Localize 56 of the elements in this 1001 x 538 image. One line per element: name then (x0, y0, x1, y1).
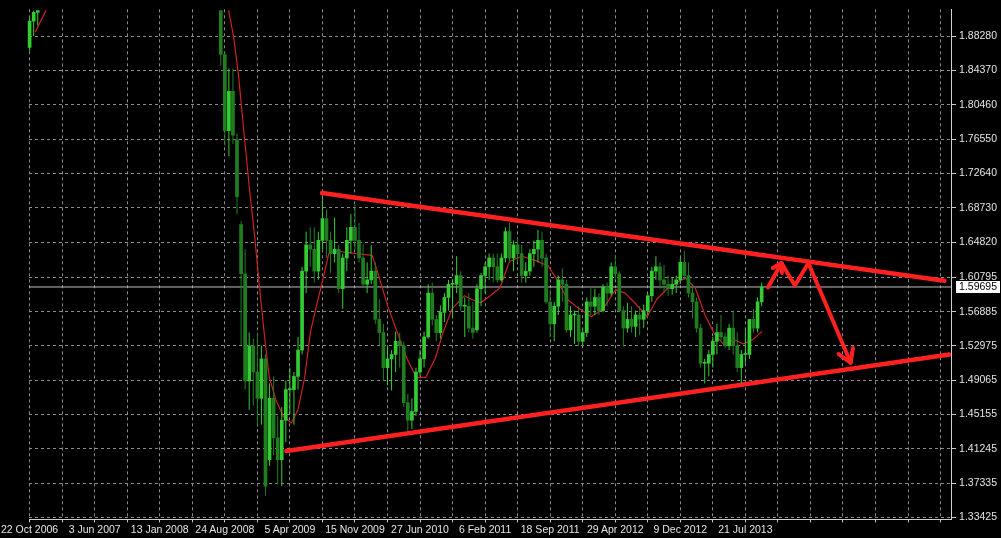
candlestick (312, 226, 317, 284)
x-tick-label: 18 Sep 2011 (520, 522, 580, 535)
y-tick-label: 1.88280 (959, 29, 998, 42)
candlestick (495, 253, 500, 284)
x-tick-label: 6 Feb 2011 (458, 522, 512, 535)
x-tick-label: 27 Jun 2010 (391, 522, 450, 535)
y-tick-label: 1.64820 (959, 234, 998, 247)
y-tick-label: 1.33425 (959, 510, 998, 523)
candlestick (251, 338, 256, 406)
candlestick (471, 301, 475, 340)
candlestick (597, 292, 601, 316)
y-tick-label: 1.37335 (959, 476, 998, 489)
candlestick (519, 244, 524, 284)
candlestick (593, 288, 597, 316)
candlestick (349, 213, 353, 255)
candlestick (715, 323, 719, 355)
candlestick (308, 226, 313, 268)
y-tick-label: 1.60795 (959, 270, 998, 283)
candlestick (739, 349, 744, 384)
candlestick (601, 283, 605, 313)
y-tick-label: 1.49065 (959, 373, 998, 386)
y-tick-label: 1.56885 (959, 304, 998, 317)
candlestick (658, 261, 662, 290)
y-tick-label: 1.72640 (959, 166, 998, 179)
candlestick (458, 270, 463, 312)
y-tick-label: 1.84370 (959, 63, 998, 76)
candlestick (365, 261, 369, 294)
candlestick (462, 296, 467, 338)
x-tick-label: 29 Apr 2012 (586, 522, 644, 535)
ref-line-label: 1.59695 (959, 280, 998, 293)
candlestick (589, 285, 593, 316)
candlestick (31, 10, 36, 37)
x-tick-label: 9 Dec 2012 (653, 522, 708, 535)
y-tick-label: 1.41245 (959, 441, 998, 454)
y-tick-label: 1.52975 (959, 338, 998, 351)
candlestick (605, 282, 609, 307)
x-tick-label: 3 Jun 2007 (68, 522, 121, 535)
y-tick-label: 1.76550 (959, 132, 998, 145)
x-tick-label: 22 Oct 2006 (1, 522, 59, 535)
y-tick-label: 1.68730 (959, 200, 998, 213)
y-tick-label: 1.45155 (959, 407, 998, 420)
candlestick (662, 264, 666, 294)
candlestick (584, 296, 589, 338)
x-tick-label: 24 Aug 2008 (195, 522, 255, 535)
candlestick (491, 253, 496, 284)
x-tick-label: 15 Nov 2009 (325, 522, 385, 535)
candlestick (35, 10, 40, 27)
x-tick-label: 13 Jan 2008 (130, 522, 189, 535)
x-tick-label: 21 Jul 2013 (718, 522, 773, 535)
candlestick (727, 323, 731, 351)
candlestick (536, 229, 540, 263)
y-tick-label: 1.80460 (959, 97, 998, 110)
x-tick-label: 5 Apr 2009 (264, 522, 316, 535)
candlestick (227, 68, 231, 157)
candlestick (609, 261, 613, 297)
candlestick (670, 276, 674, 296)
